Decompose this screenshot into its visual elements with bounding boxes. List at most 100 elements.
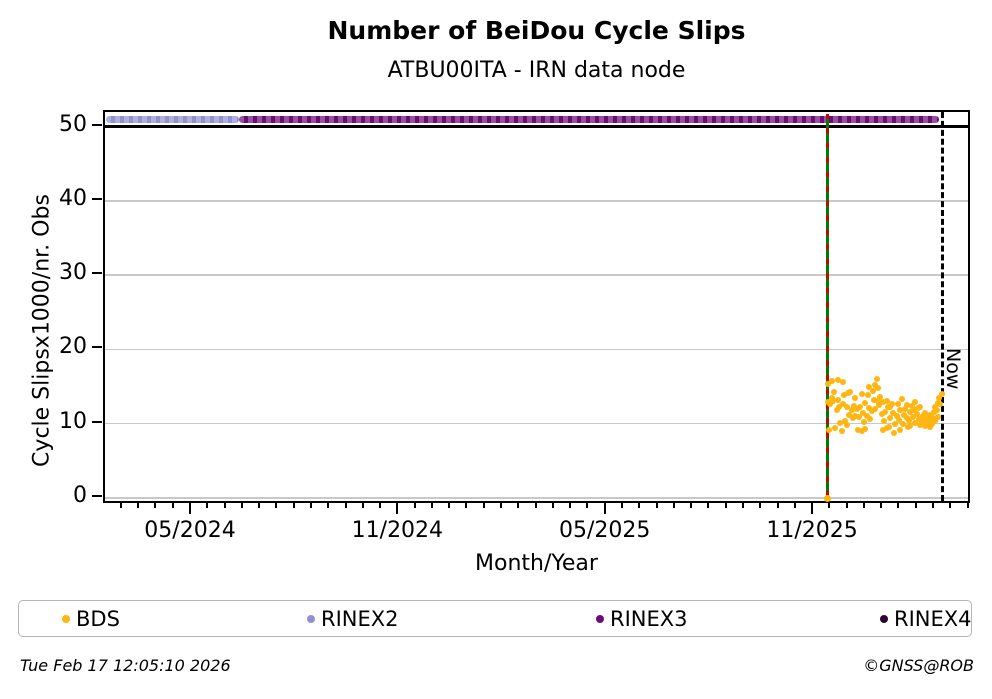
bds-point xyxy=(932,417,939,424)
legend-box: BDS RINEX2 RINEX3 RINEX4 xyxy=(18,600,972,637)
availability-line-rinex3 xyxy=(239,115,940,123)
x-tick-major xyxy=(603,503,606,514)
x-tick-minor xyxy=(517,503,520,508)
bds-point xyxy=(874,398,881,405)
bds-point xyxy=(862,425,869,432)
x-tick-minor xyxy=(793,503,796,508)
bds-point xyxy=(856,414,863,420)
bds-point xyxy=(896,416,903,423)
bds-point xyxy=(874,385,881,392)
x-tick-minor xyxy=(430,503,433,508)
bds-point xyxy=(938,390,945,397)
bds-point xyxy=(871,396,878,403)
now-line xyxy=(941,112,945,501)
x-tick-label: 11/2024 xyxy=(351,518,444,543)
bds-point xyxy=(922,409,929,416)
x-tick-minor xyxy=(309,503,312,508)
bds-point xyxy=(891,429,898,436)
bds-point xyxy=(829,397,836,404)
bds-point xyxy=(833,407,840,414)
bds-point xyxy=(886,423,893,430)
bds-point xyxy=(828,377,835,384)
y-tick-label: 40 xyxy=(59,185,87,211)
legend-label-rinex4: RINEX4 xyxy=(894,607,972,631)
copyright-credit: ©GNSS@ROB xyxy=(863,656,974,675)
y-tick-label: 20 xyxy=(59,334,87,360)
x-tick-minor xyxy=(534,503,537,508)
y-tick-label: 10 xyxy=(59,408,87,434)
bds-point xyxy=(867,416,874,423)
x-tick-minor xyxy=(448,503,451,508)
bds-point xyxy=(837,419,844,426)
x-tick-label: 05/2024 xyxy=(144,518,236,543)
rinex4-marker-icon xyxy=(880,615,888,623)
bds-point xyxy=(838,428,845,435)
x-tick-minor xyxy=(379,503,382,508)
bds-point xyxy=(892,421,899,428)
bds-point xyxy=(876,402,883,409)
bds-point xyxy=(917,422,924,429)
bds-point xyxy=(826,427,833,434)
bds-point xyxy=(912,419,919,426)
bds-point xyxy=(897,406,904,413)
bds-point xyxy=(889,410,896,417)
x-tick-minor xyxy=(759,503,762,508)
bds-point xyxy=(848,406,855,413)
x-tick-minor xyxy=(897,503,900,508)
x-tick-minor xyxy=(206,503,209,508)
bds-point xyxy=(899,420,906,427)
bds-point xyxy=(862,399,869,406)
bds-point xyxy=(842,418,849,425)
bds-point xyxy=(893,412,900,419)
y-gridline xyxy=(105,497,968,499)
bds-point xyxy=(907,422,914,429)
event-line-green xyxy=(826,114,830,498)
x-tick-minor xyxy=(275,503,278,508)
bds-point xyxy=(831,388,838,395)
x-tick-minor xyxy=(240,503,243,508)
bds-point xyxy=(928,420,935,427)
x-tick-minor xyxy=(862,503,865,508)
bds-point xyxy=(841,391,848,398)
y-gridline xyxy=(105,274,968,276)
x-tick-minor xyxy=(482,503,485,508)
x-tick-minor xyxy=(171,503,174,508)
x-tick-label: 05/2025 xyxy=(559,518,651,543)
x-tick-minor xyxy=(344,503,347,508)
bds-point xyxy=(888,401,895,408)
y-tick xyxy=(92,123,102,126)
y-tick xyxy=(92,495,102,497)
bds-point xyxy=(907,408,914,415)
bds-point xyxy=(902,405,909,412)
y-tick xyxy=(92,420,102,423)
x-tick-major xyxy=(189,503,191,514)
bds-point xyxy=(908,402,915,409)
bds-point xyxy=(933,406,940,413)
bds-point xyxy=(863,413,870,420)
bds-point xyxy=(834,376,841,383)
bds-point xyxy=(887,415,894,422)
y-gridline xyxy=(105,348,968,351)
y-gridline xyxy=(105,200,968,202)
x-tick-minor xyxy=(845,503,848,508)
bds-point xyxy=(873,376,880,383)
bds-point xyxy=(839,379,846,386)
bds-point xyxy=(911,407,918,414)
x-tick-minor xyxy=(776,503,779,508)
bds-point xyxy=(854,426,861,433)
x-tick-minor xyxy=(586,503,589,508)
bds-point xyxy=(913,411,920,418)
x-tick-minor xyxy=(655,503,658,508)
bds-point xyxy=(937,401,944,408)
bds-point xyxy=(858,390,865,397)
x-tick-label: 11/2025 xyxy=(766,518,858,543)
bds-point xyxy=(852,412,859,419)
x-tick-minor xyxy=(741,503,744,508)
rinex3-marker-icon xyxy=(596,615,604,623)
bds-point xyxy=(839,400,846,407)
bds-point xyxy=(834,396,841,403)
bds-point xyxy=(921,419,928,426)
x-tick-major xyxy=(811,503,814,514)
x-tick-minor xyxy=(690,503,693,508)
